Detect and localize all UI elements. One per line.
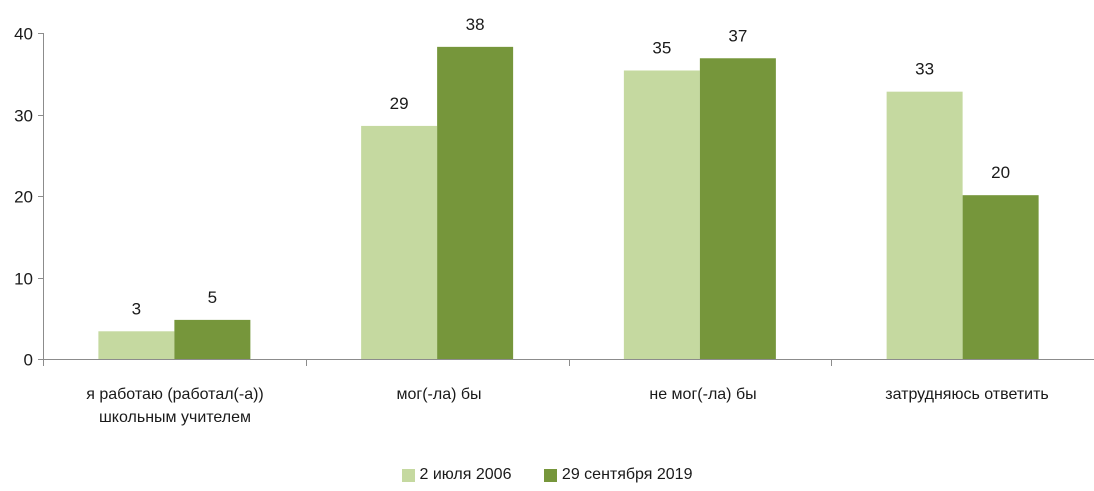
legend-swatch-2019	[543, 468, 557, 482]
category-label-2: не мог(-ла) бы	[649, 386, 757, 403]
bar-1-3	[962, 195, 1039, 359]
legend: 2 июля 2006 29 сентября 2019	[0, 466, 1094, 487]
bar-0-1	[361, 125, 438, 359]
category-label-1: мог(-ла) бы	[396, 386, 482, 403]
legend-label-2019: 29 сентября 2019	[561, 466, 693, 483]
data-label-1-2: 37	[728, 26, 747, 45]
y-tick-label: 0	[24, 351, 33, 370]
y-tick-label: 40	[14, 25, 33, 44]
legend-swatch-2006	[401, 468, 415, 482]
category-label-0: я работаю (работал(-а)) школьным учителе…	[86, 386, 264, 426]
data-label-0-1: 29	[390, 94, 409, 113]
legend-label-2006: 2 июля 2006	[419, 466, 512, 483]
bar-0-2	[623, 70, 700, 360]
bar-1-1	[437, 46, 514, 359]
data-label-0-3: 33	[915, 60, 934, 79]
y-tick-label: 10	[14, 270, 33, 289]
data-label-1-3: 20	[991, 163, 1010, 182]
data-label-0-0: 3	[132, 299, 141, 318]
bar-0-0	[98, 331, 175, 359]
legend-item-2006: 2 июля 2006	[401, 466, 512, 484]
bar-0-3	[886, 91, 963, 360]
data-label-1-0: 5	[208, 288, 217, 307]
y-tick-label: 30	[14, 107, 33, 126]
bar-1-2	[699, 58, 776, 359]
data-label-0-2: 35	[652, 38, 671, 57]
category-label-3: затрудняюсь ответить	[885, 386, 1049, 403]
legend-item-2019: 29 сентября 2019	[543, 466, 693, 484]
data-label-1-1: 38	[466, 15, 485, 34]
bar-1-0	[174, 319, 251, 359]
y-tick-label: 20	[14, 188, 33, 207]
